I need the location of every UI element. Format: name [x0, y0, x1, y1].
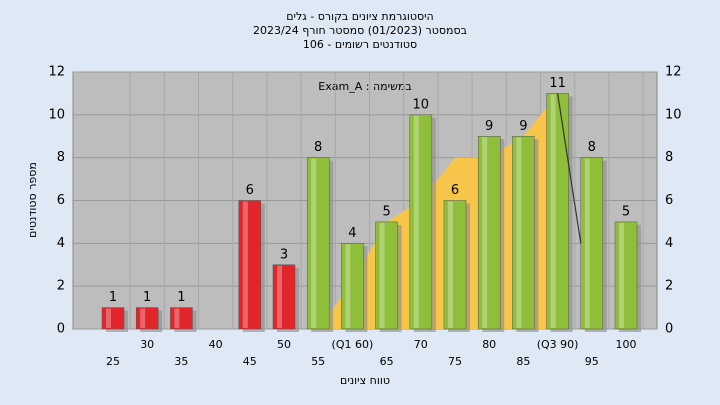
bar-highlight [448, 201, 453, 328]
bar [580, 157, 604, 330]
y-tick-label: 8 [57, 150, 65, 165]
bar [341, 243, 364, 330]
bar [477, 136, 501, 330]
y-tick-label: 2 [57, 279, 65, 294]
y-tick-label: 4 [57, 236, 65, 251]
bar-highlight [345, 244, 351, 328]
data-label: 1 [143, 290, 151, 305]
data-label: 8 [588, 140, 596, 155]
data-label: 1 [177, 290, 185, 305]
x-tick-label: 35 [174, 355, 188, 368]
bar [272, 264, 296, 330]
data-label: 11 [549, 76, 566, 91]
y-tick-label: 10 [48, 107, 65, 122]
y2-tick-label: 10 [665, 107, 682, 122]
x-tick-label: 100 [616, 338, 637, 351]
data-label: 9 [519, 119, 527, 134]
bar-highlight [619, 222, 624, 328]
bar-highlight [413, 115, 419, 328]
line [557, 93, 582, 244]
bar [101, 307, 125, 330]
data-label: 5 [382, 204, 390, 219]
annotation: במשימה : Exam_A [318, 80, 411, 93]
data-label: 4 [348, 226, 356, 241]
y2-tick-label: 0 [665, 322, 673, 337]
bar-highlight [106, 308, 111, 328]
data-label: 1 [109, 290, 117, 305]
bar-highlight [242, 201, 248, 328]
x-tick-label: 65 [380, 355, 394, 368]
y2-tick-label: 6 [665, 193, 673, 208]
x-tick-label: 80 [482, 338, 496, 351]
bar [135, 307, 159, 330]
x-tick-label: 50 [277, 338, 291, 351]
data-label: 9 [485, 119, 493, 134]
y-tick-label: 0 [57, 322, 65, 337]
data-label: 10 [413, 97, 430, 112]
bar-highlight [516, 137, 522, 328]
bar [614, 221, 638, 330]
chart-title: היסטוגרמת ציונים בקורס - גלים [286, 10, 434, 23]
bar-highlight [277, 265, 282, 328]
bar [170, 307, 193, 330]
x-tick-label: 85 [516, 355, 530, 368]
bar-highlight [174, 308, 180, 328]
x-tick-label: 75 [448, 355, 462, 368]
x-tick-label: 40 [209, 338, 223, 351]
x-axis-label: טווח ציונים [340, 374, 390, 387]
bar [306, 157, 330, 330]
bar [375, 221, 398, 330]
bar-highlight [140, 308, 146, 328]
bar [546, 93, 569, 330]
x-tick-label: 30 [140, 338, 154, 351]
data-label: 6 [451, 183, 459, 198]
bar-highlight [550, 94, 556, 329]
bar-highlight [311, 158, 317, 328]
x-tick-label: 95 [585, 355, 599, 368]
bar [443, 200, 467, 330]
x-tick-label: 25 [106, 355, 120, 368]
x-tick-label: (Q1 60) [332, 338, 374, 351]
y2-tick-label: 2 [665, 279, 673, 294]
y2-tick-label: 8 [665, 150, 673, 165]
x-tick-label: 70 [414, 338, 428, 351]
y-axis-label: מספר סטודנטים [26, 162, 39, 238]
bar-highlight [379, 222, 385, 328]
chart-subtitle: בסמסטר (01/2023) סמסטר חורף 2023/24 [253, 24, 467, 37]
data-label: 8 [314, 140, 322, 155]
data-label: 3 [280, 247, 288, 262]
data-label: 5 [622, 204, 630, 219]
chart-subtitle: סטודנטים רשומים - 106 [303, 38, 417, 51]
x-tick-label: 45 [243, 355, 257, 368]
x-tick-label: 55 [311, 355, 325, 368]
bar-highlight [482, 137, 488, 328]
x-tick-label: (Q3 90) [537, 338, 579, 351]
bar-highlight [584, 158, 590, 328]
y-tick-label: 12 [48, 65, 65, 80]
bar [238, 200, 262, 330]
y2-tick-label: 12 [665, 65, 682, 80]
data-label: 6 [246, 183, 254, 198]
y2-tick-label: 4 [665, 236, 673, 251]
bar [409, 114, 433, 330]
y-tick-label: 6 [57, 193, 65, 208]
bar [512, 136, 535, 330]
